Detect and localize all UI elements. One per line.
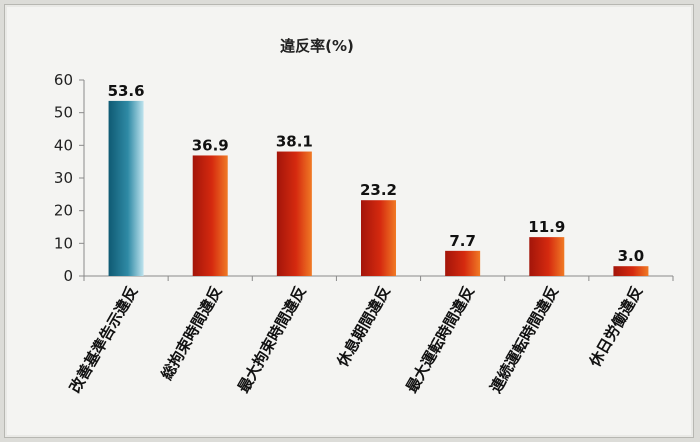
bars: 53.6 36.9 38.1 23.2 7.7 11.9 3.0 xyxy=(108,82,649,276)
data-label: 53.6 xyxy=(108,82,145,100)
category-label: 最大拘束時間違反 xyxy=(234,283,310,396)
y-tick-label: 60 xyxy=(54,71,73,89)
chart-title: 違反率(%) xyxy=(280,37,354,55)
category-labels: 改善基準告示違反 総拘束時間違反 最大拘束時間違反 休息期間違反 最大運転時間違反 連続運… xyxy=(66,283,646,396)
y-tick-label: 50 xyxy=(54,104,73,122)
category-label: 連続運転時間違反 xyxy=(487,283,563,396)
y-tick-label: 20 xyxy=(54,202,73,220)
data-label: 23.2 xyxy=(360,181,397,199)
category-label: 総拘束時間違反 xyxy=(158,283,226,383)
data-label: 11.9 xyxy=(528,218,565,236)
bar xyxy=(529,237,565,276)
axes: 0 10 20 30 40 50 60 xyxy=(54,71,674,285)
bar xyxy=(276,151,312,276)
chart-frame: 違反率(%) 0 10 20 30 40 50 60 53.6 36.9 38.1 23.2 7.7… xyxy=(4,4,694,438)
category-label: 改善基準告示違反 xyxy=(66,283,142,396)
y-tick-label: 10 xyxy=(54,234,73,252)
bar xyxy=(613,266,649,276)
category-label: 最大運転時間違反 xyxy=(403,283,479,396)
bar xyxy=(192,155,228,276)
bar xyxy=(108,100,144,276)
category-label: 休息期間違反 xyxy=(333,283,394,371)
data-label: 3.0 xyxy=(618,247,645,265)
data-label: 38.1 xyxy=(276,133,313,151)
bar xyxy=(445,250,481,276)
bar-chart: 違反率(%) 0 10 20 30 40 50 60 53.6 36.9 38.1 23.2 7.7… xyxy=(54,37,674,396)
y-tick-label: 40 xyxy=(54,136,73,154)
y-tick-label: 30 xyxy=(54,169,73,187)
y-tick-label: 0 xyxy=(63,267,73,285)
data-label: 7.7 xyxy=(449,232,476,250)
category-label: 休日労働違反 xyxy=(585,283,646,371)
bar xyxy=(361,200,396,276)
data-label: 36.9 xyxy=(192,136,229,154)
